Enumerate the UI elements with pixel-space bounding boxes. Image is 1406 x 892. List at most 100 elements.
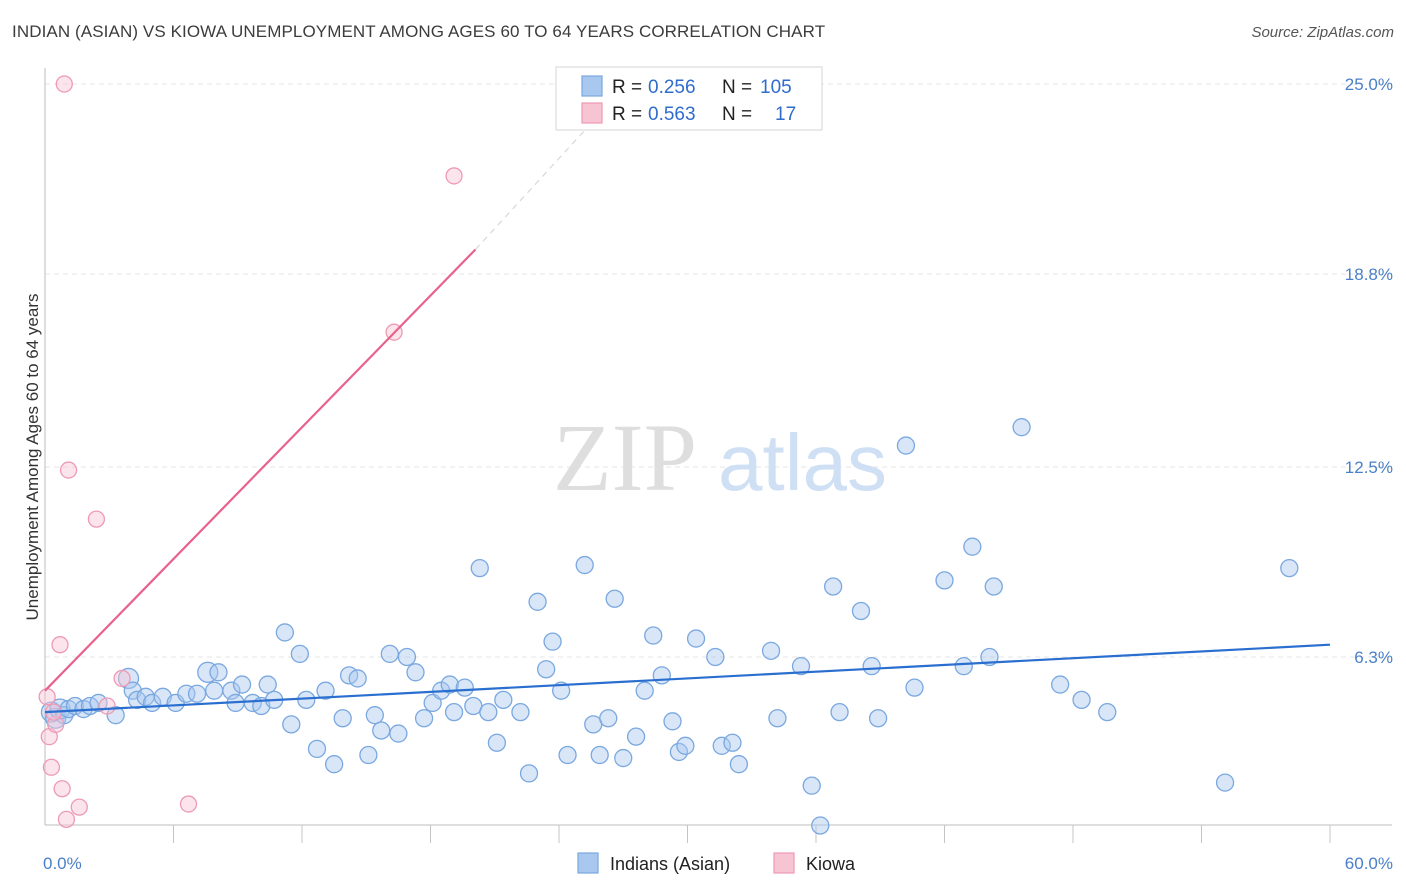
indian-point — [397, 647, 417, 667]
indian-point — [348, 669, 367, 688]
indian-point — [359, 745, 378, 765]
indian-point — [644, 626, 663, 645]
indian-point — [626, 727, 646, 746]
bottom-legend-label-indian: Indians (Asian) — [610, 854, 730, 874]
indian-point — [599, 709, 618, 728]
indian-point — [575, 555, 594, 575]
indian-point — [635, 681, 654, 700]
kiowa-point — [51, 636, 69, 654]
indian-point — [823, 577, 843, 596]
indian-point — [652, 666, 671, 685]
indian-trend-line — [44, 643, 1331, 714]
legend-r-value-1: 0.256 — [648, 77, 696, 98]
kiowa-point — [59, 461, 78, 479]
indian-point — [551, 681, 571, 700]
kiowa-point — [53, 780, 71, 798]
x-tick-label: 0.0% — [43, 854, 82, 873]
correlation-legend: R = 0.256 N = 105 R = 0.563 N = 17 — [555, 66, 823, 131]
indian-point — [935, 571, 954, 590]
y-tick-label: 25.0% — [1345, 75, 1393, 94]
indian-point — [117, 667, 140, 690]
indian-point — [543, 632, 562, 651]
source-label: Source: ZipAtlas.com — [1251, 24, 1394, 41]
bottom-legend-swatch-kiowa — [773, 852, 795, 874]
indian-point — [232, 675, 252, 694]
indian-point — [676, 736, 695, 755]
watermark-zip: ZIP — [553, 404, 697, 511]
indian-point — [811, 816, 830, 835]
indian-point — [686, 629, 706, 648]
indian-point — [663, 712, 682, 731]
indian-point — [528, 592, 547, 611]
indian-point — [980, 647, 999, 667]
indian-point — [1280, 558, 1299, 578]
indian-point — [487, 733, 507, 752]
indian-point — [209, 663, 228, 682]
indian-point — [590, 745, 609, 765]
indian-point — [963, 537, 982, 556]
y-axis-label: Unemployment Among Ages 60 to 64 years — [23, 294, 42, 621]
y-tick-label: 18.8% — [1345, 265, 1393, 284]
kiowa-trend-line — [44, 248, 477, 692]
watermark-atlas: atlas — [718, 418, 887, 507]
indian-point — [290, 644, 310, 664]
x-axis-ticks: 0.0% 60.0% — [43, 854, 1393, 873]
indian-point — [954, 657, 973, 676]
indian-point — [984, 577, 1003, 596]
indian-point — [414, 709, 434, 728]
kiowa-point — [98, 697, 116, 715]
indian-point — [372, 721, 391, 740]
y-axis-ticks: 6.3% 12.5% 18.8% 25.0% — [1345, 75, 1393, 667]
indian-point — [830, 702, 849, 722]
indian-point — [187, 684, 207, 703]
indian-point — [761, 641, 781, 660]
indian-point — [768, 709, 787, 728]
indian-point — [389, 724, 408, 743]
indian-point — [723, 733, 742, 752]
legend-r-label-1: R = — [612, 77, 642, 98]
kiowa-point — [42, 758, 61, 776]
legend-swatch-indian — [581, 75, 603, 97]
legend-r-label-2: R = — [612, 104, 642, 125]
y-tick-label: 12.5% — [1345, 458, 1393, 477]
series-legend: Indians (Asian) Kiowa — [577, 852, 856, 874]
legend-r-value-2: 0.563 — [648, 104, 696, 125]
indian-point — [1098, 702, 1117, 722]
indian-point — [440, 675, 459, 694]
indian-point — [365, 706, 384, 725]
indian-point — [333, 709, 352, 728]
axes — [44, 68, 1392, 843]
indian-point — [537, 660, 556, 679]
kiowa-point — [87, 510, 106, 528]
watermark: ZIP atlas — [553, 404, 887, 511]
x-tick-label: 60.0% — [1345, 854, 1393, 873]
indian-point — [605, 589, 624, 608]
indian-point — [712, 736, 731, 755]
indian-point — [282, 715, 301, 734]
indian-point — [297, 690, 316, 710]
indian-point — [802, 776, 821, 795]
indian-point — [406, 663, 425, 682]
indian-point — [706, 647, 725, 667]
indian-point — [868, 709, 888, 728]
legend-swatch-kiowa — [581, 102, 603, 124]
legend-n-value-2: 17 — [775, 104, 796, 125]
indian-point — [380, 644, 399, 664]
legend-n-value-1: 105 — [760, 77, 792, 98]
indian-point — [791, 657, 811, 676]
indian-point — [316, 681, 335, 700]
indian-point — [258, 675, 277, 694]
chart-title: INDIAN (ASIAN) VS KIOWA UNEMPLOYMENT AMO… — [12, 22, 826, 41]
kiowa-point — [179, 795, 198, 813]
indian-point — [455, 678, 474, 697]
kiowa-point — [70, 798, 88, 816]
indian-point — [1215, 773, 1235, 792]
kiowa-point — [38, 688, 56, 706]
indian-point — [729, 755, 749, 774]
indian-point — [205, 681, 224, 700]
indian-point — [494, 690, 513, 710]
indian-point — [444, 702, 464, 722]
indian-point — [275, 623, 295, 642]
series-kiowa — [38, 75, 463, 829]
